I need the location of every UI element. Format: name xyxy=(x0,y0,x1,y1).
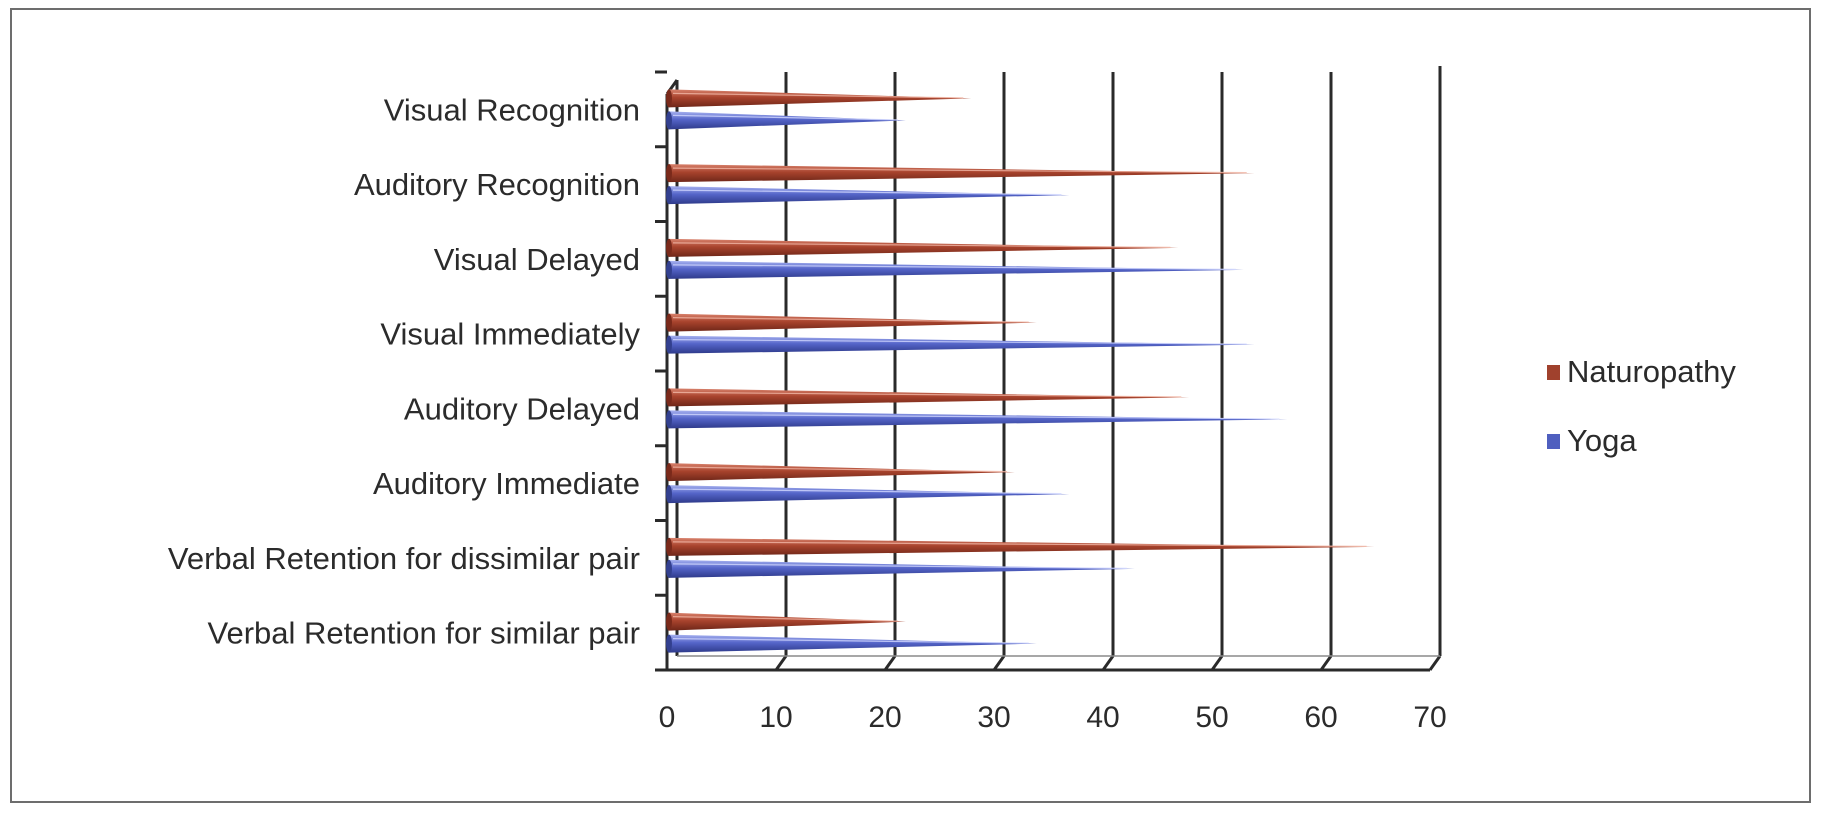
x-tick-label: 30 xyxy=(977,701,1010,734)
x-tick-label: 10 xyxy=(759,701,792,734)
category-label: Auditory Delayed xyxy=(404,391,640,426)
gridline-floor xyxy=(1101,655,1115,671)
category-label: Verbal Retention for dissimilar pair xyxy=(168,541,640,576)
x-tick-labels: 0 10 20 30 40 50 60 70 xyxy=(659,701,1447,734)
axes xyxy=(655,66,1442,672)
bar-naturopathy xyxy=(666,612,906,631)
bars xyxy=(666,89,1375,653)
gridline-floor xyxy=(774,655,788,671)
chart: Verbal Retention for similar pair Verbal … xyxy=(168,66,1736,734)
bar-naturopathy xyxy=(666,463,1015,482)
bar-yoga xyxy=(666,186,1070,205)
bar-yoga xyxy=(666,111,906,130)
x-tick-label: 20 xyxy=(868,701,901,734)
x-tick-label: 0 xyxy=(659,701,676,734)
gridline-floor xyxy=(1210,655,1224,671)
legend-swatch xyxy=(1547,365,1560,380)
x-tick-label: 60 xyxy=(1304,701,1337,734)
bar-yoga xyxy=(666,485,1070,504)
bar-yoga xyxy=(666,559,1135,578)
legend-label: Yoga xyxy=(1567,423,1637,458)
category-labels: Verbal Retention for similar pair Verbal … xyxy=(168,92,641,650)
chart-frame: Verbal Retention for similar pair Verbal … xyxy=(10,8,1811,803)
bar-naturopathy xyxy=(666,313,1037,332)
legend-label: Naturopathy xyxy=(1567,354,1736,389)
gridline-floor xyxy=(1428,655,1442,671)
bar-naturopathy xyxy=(666,537,1375,556)
bar-naturopathy xyxy=(666,89,972,108)
bar-naturopathy xyxy=(666,388,1190,407)
category-label: Visual Delayed xyxy=(434,242,640,277)
bar-naturopathy xyxy=(666,238,1179,257)
gridline-floor xyxy=(1319,655,1333,671)
bar-yoga xyxy=(666,335,1255,354)
gridlines xyxy=(774,72,1442,671)
legend-item-naturopathy: Naturopathy xyxy=(1547,354,1736,389)
x-tick-label: 70 xyxy=(1413,701,1446,734)
x-tick-label: 50 xyxy=(1195,701,1228,734)
category-label: Auditory Immediate xyxy=(373,466,640,501)
category-label: Auditory Recognition xyxy=(354,167,640,202)
category-label: Visual Immediately xyxy=(380,317,640,352)
gridline-floor xyxy=(883,655,897,671)
category-label: Verbal Retention for similar pair xyxy=(208,616,640,651)
legend-swatch xyxy=(1547,434,1560,449)
x-tick-label: 40 xyxy=(1086,701,1119,734)
gridline-floor xyxy=(992,655,1006,671)
bar-naturopathy xyxy=(666,164,1255,183)
category-label: Visual Recognition xyxy=(384,92,640,127)
bar-yoga xyxy=(666,260,1244,279)
bar-yoga xyxy=(666,634,1037,653)
bar-yoga xyxy=(666,410,1288,429)
legend-item-yoga: Yoga xyxy=(1547,423,1637,458)
legend: Naturopathy Yoga xyxy=(1547,354,1736,458)
